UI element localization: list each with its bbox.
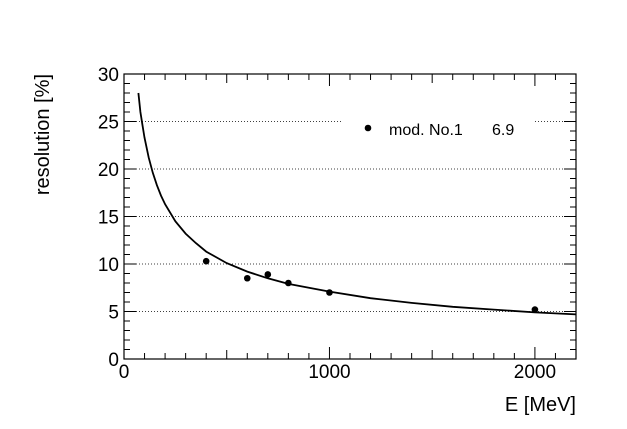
fit-curve <box>137 92 577 316</box>
data-point <box>202 257 210 265</box>
data-points <box>202 257 539 313</box>
tick-labels: 0 5 10 15 20 25 30 0 1000 2000 <box>98 65 556 383</box>
fit-curve-layer <box>137 92 577 316</box>
legend-value: 6.9 <box>492 122 514 139</box>
data-point <box>243 274 251 282</box>
legend-label: mod. No.1 <box>389 122 463 139</box>
legend-marker <box>364 124 372 132</box>
y-axis-label: resolution [%] <box>32 74 54 195</box>
data-point <box>531 306 539 313</box>
y-tick-label-20: 20 <box>98 160 119 181</box>
x-tick-label-1000: 1000 <box>308 362 350 383</box>
x-tick-label-0: 0 <box>119 362 130 383</box>
legend: mod. No.1 6.9 <box>342 112 534 152</box>
y-tick-label-25: 25 <box>98 113 119 134</box>
axis-ticks <box>123 73 577 360</box>
y-tick-label-10: 10 <box>98 255 119 276</box>
data-point <box>285 279 292 287</box>
data-point <box>264 271 272 278</box>
y-tick-label-0: 0 <box>108 350 119 371</box>
data-point <box>326 289 333 296</box>
y-tick-label-5: 5 <box>108 303 119 324</box>
x-axis-label: E [MeV] <box>505 394 576 416</box>
legend-bg <box>342 112 534 152</box>
x-tick-label-2000: 2000 <box>514 362 556 383</box>
y-tick-label-30: 30 <box>98 65 119 86</box>
y-tick-label-15: 15 <box>98 208 119 229</box>
